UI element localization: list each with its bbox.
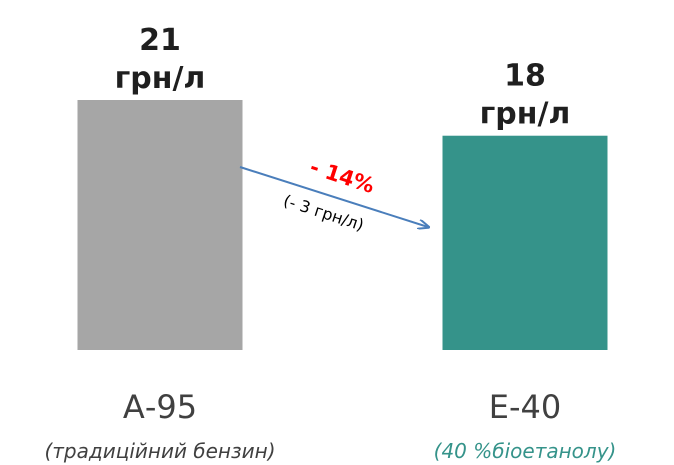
change-absolute-annotation: (- 3 грн/л) (281, 191, 366, 235)
bar-a95 (77, 100, 243, 350)
change-arrow (239, 166, 428, 227)
change-absolute-label: (- 3 грн/л) (281, 191, 366, 235)
bar-e40 (442, 135, 608, 350)
category-label-a95: А-95 (123, 388, 197, 426)
value-unit-e40: грн/л (480, 97, 571, 132)
value-label-e40: 18 (504, 59, 546, 94)
subtitle-e40: (40 %біоетанолу) (434, 439, 617, 463)
subtitle-a95: (традиційний бензин) (44, 439, 275, 463)
value-label-a95: 21 (139, 23, 181, 58)
value-unit-a95: грн/л (115, 61, 206, 96)
category-label-e40: Е-40 (489, 388, 561, 426)
